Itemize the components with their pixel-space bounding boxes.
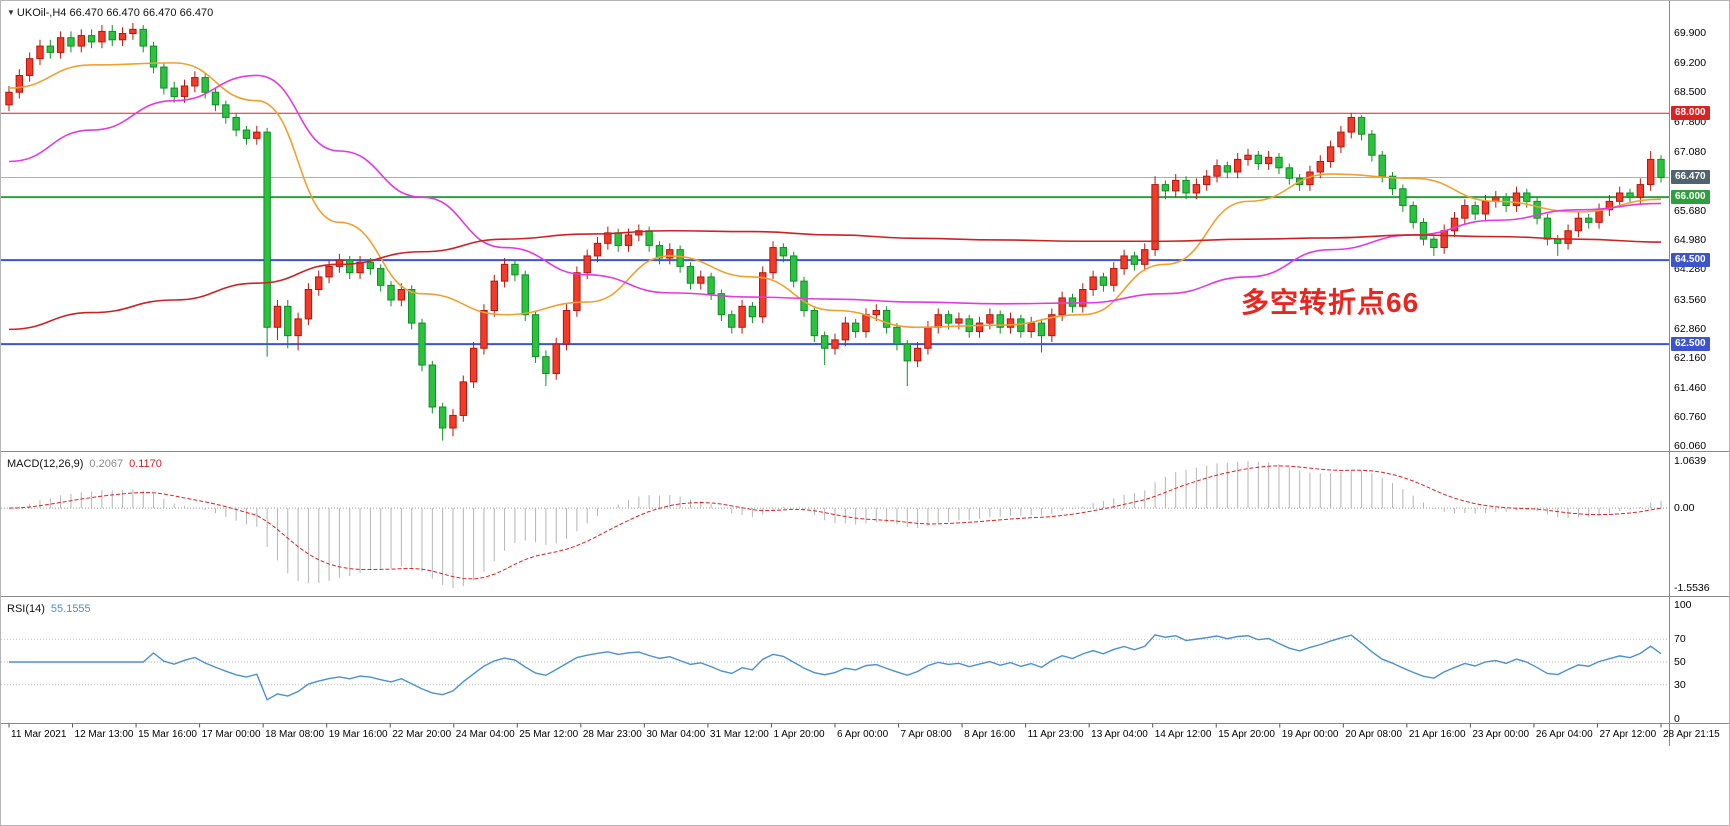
macd-value-signal: 0.1170	[129, 458, 162, 470]
ohlc-readout: 66.470 66.470 66.470 66.470	[69, 7, 214, 19]
rsi-name: RSI(14)	[7, 603, 45, 615]
symbol-name: UKOil-,H4	[16, 7, 67, 19]
annotation-text: 多空转折点66	[1241, 287, 1420, 318]
chart-title: ▼ UKOil-,H4 66.470 66.470 66.470 66.470	[7, 7, 213, 19]
macd-value-main: 0.2067	[89, 458, 124, 470]
rsi-indicator-label: RSI(14) 55.1555	[7, 603, 91, 615]
macd-indicator-label: MACD(12,26,9) 0.2067 0.1170	[7, 458, 162, 470]
rsi-value: 55.1555	[50, 603, 91, 615]
macd-name: MACD(12,26,9)	[7, 458, 84, 470]
symbol-marker-icon: ▼	[7, 8, 15, 17]
